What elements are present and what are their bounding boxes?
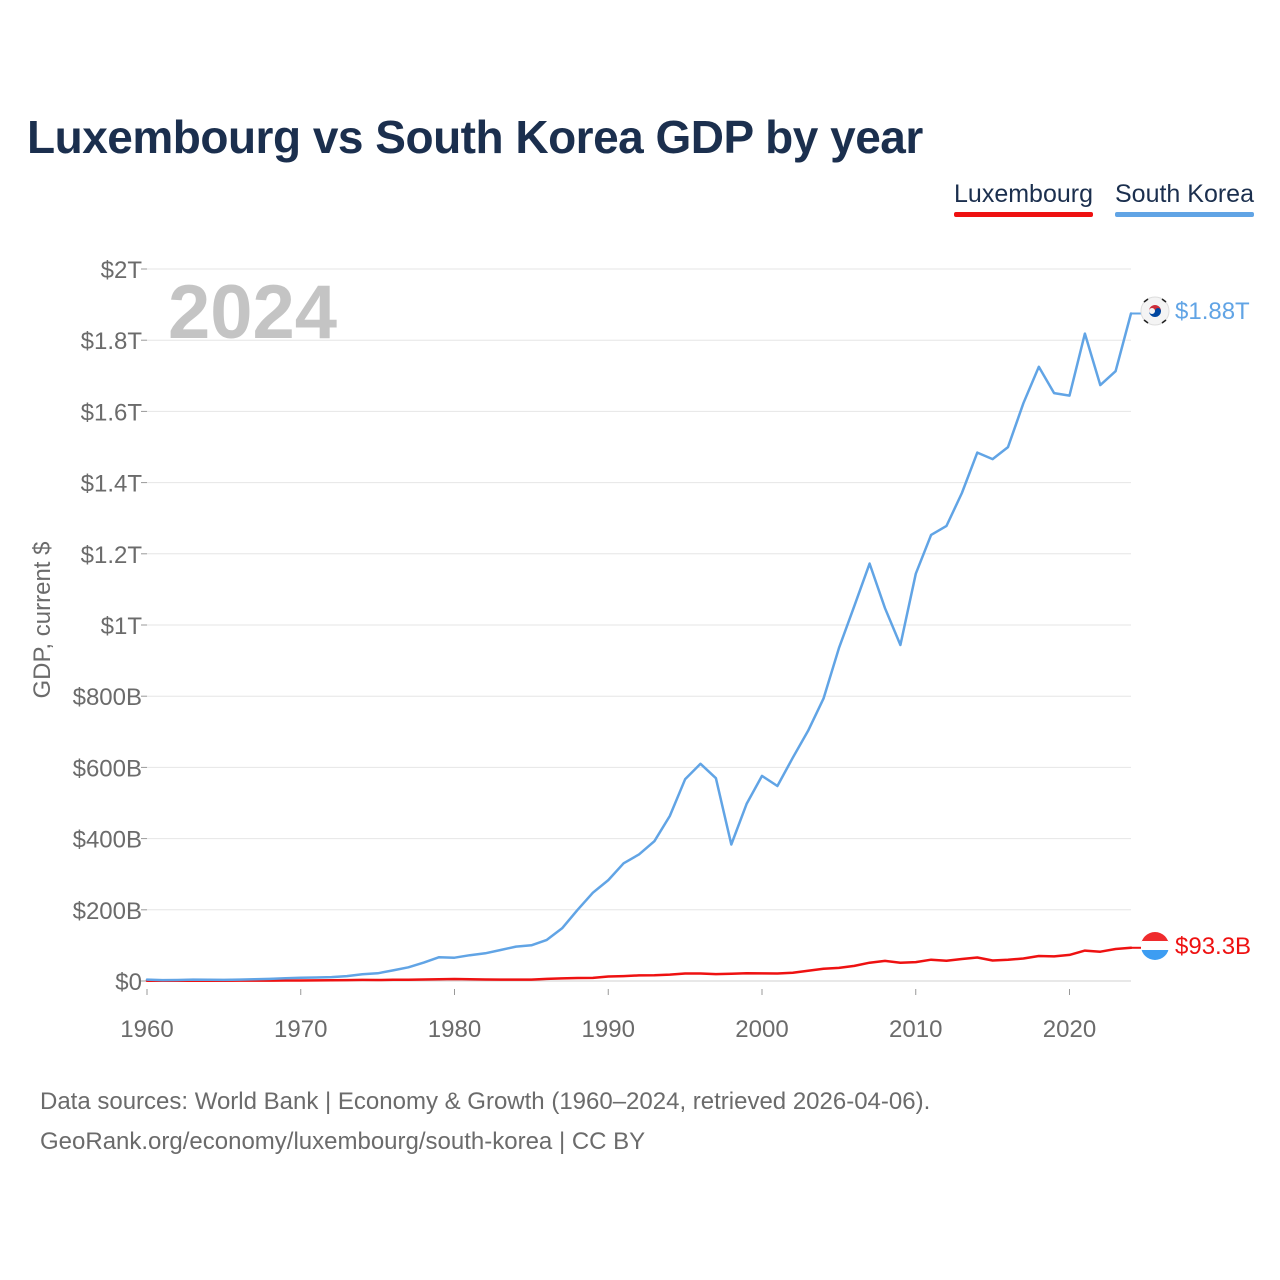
y-axis-ticks: $0 $200B $400B $600B $800B $1T $1.2T $1.4T $1.6T… — [73, 257, 147, 996]
y-tick-label: $800B — [73, 684, 142, 711]
x-axis-ticks: 1960 1970 1980 1990 2000 2010 2020 — [120, 989, 1096, 1043]
legend-swatch-luxembourg — [954, 212, 1093, 217]
x-tick-label: 2010 — [889, 1016, 942, 1043]
year-watermark: 2024 — [168, 270, 337, 355]
legend-label-luxembourg: Luxembourg — [954, 180, 1093, 208]
x-tick-label: 1990 — [582, 1016, 635, 1043]
y-tick-label: $400B — [73, 827, 142, 854]
legend-item-luxembourg[interactable]: Luxembourg — [954, 180, 1093, 217]
y-tick-label: $1T — [101, 613, 143, 640]
south-korea-end-value: $1.88T — [1175, 298, 1250, 325]
chart-title: Luxembourg vs South Korea GDP by year — [27, 111, 923, 163]
legend-label-south-korea: South Korea — [1115, 180, 1254, 208]
legend-swatch-south-korea — [1115, 212, 1254, 217]
luxembourg-line — [145, 946, 1133, 983]
y-tick-label: $1.2T — [81, 542, 143, 569]
y-tick-label: $0 — [115, 969, 142, 996]
luxembourg-flag — [1141, 932, 1169, 960]
y-tick-label: $1.8T — [81, 328, 143, 355]
series-lines — [145, 312, 1141, 983]
y-tick-label: $1.6T — [81, 399, 143, 426]
y-tick-label: $600B — [73, 755, 142, 782]
x-tick-label: 1960 — [120, 1016, 173, 1043]
x-tick-label: 2020 — [1043, 1016, 1096, 1043]
x-tick-label: 1970 — [274, 1016, 327, 1043]
luxembourg-end-value: $93.3B — [1175, 933, 1251, 960]
source-line-1: Data sources: World Bank | Economy & Gro… — [40, 1088, 931, 1115]
legend-item-south-korea[interactable]: South Korea — [1115, 180, 1254, 217]
x-tick-label: 1980 — [428, 1016, 481, 1043]
x-tick-label: 2000 — [735, 1016, 788, 1043]
source-line-2[interactable]: GeoRank.org/economy/luxembourg/south-kor… — [40, 1128, 646, 1155]
y-tick-label: $2T — [101, 257, 143, 284]
source-note: Data sources: World Bank | Economy & Gro… — [40, 1082, 930, 1162]
south-korea-line — [145, 312, 1133, 982]
y-tick-label: $1.4T — [81, 471, 143, 498]
grid-lines — [147, 268, 1131, 982]
y-tick-label: $200B — [73, 898, 142, 925]
south-korea-flag — [1140, 296, 1170, 326]
legend: Luxembourg South Korea — [954, 180, 1254, 217]
y-axis-label: GDP, current $ — [29, 542, 56, 699]
